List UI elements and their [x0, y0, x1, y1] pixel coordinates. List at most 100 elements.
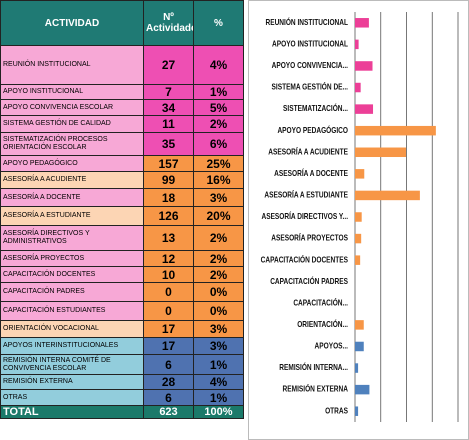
bar	[355, 341, 364, 352]
value-cell: 3%	[193, 320, 244, 338]
table-row: OTRAS 6 1%	[0, 389, 244, 406]
value-cell: 12	[143, 250, 194, 267]
bar	[355, 61, 373, 71]
bar	[355, 104, 374, 114]
value-cell: 13	[143, 225, 194, 251]
bar	[355, 190, 420, 201]
value-cell: 0%	[193, 301, 244, 321]
value-cell: 4%	[193, 45, 244, 85]
bar	[355, 18, 369, 28]
activity-cell: ASESORÍA DIRECTIVOS Y ADMINISTRATIVOS	[0, 225, 144, 251]
value-cell: 27	[143, 45, 194, 85]
value-cell: 2%	[193, 115, 244, 133]
bar	[355, 82, 361, 93]
value-cell: 35	[143, 132, 194, 156]
value-cell: 99	[143, 171, 194, 189]
activity-cell: CAPACITACIÓN PADRES	[0, 282, 144, 302]
category-label: SISTEMA GESTIÓN DE...	[272, 82, 348, 92]
table-row: SISTEMA GESTIÓN DE CALIDAD 11 2%	[0, 115, 244, 133]
value-cell: 2%	[193, 250, 244, 267]
category-label: CAPACITACIÓN...	[293, 298, 348, 308]
category-label: ORIENTACIÓN...	[297, 319, 348, 329]
value-cell: 17	[143, 320, 194, 338]
category-label: ASESORÍA A ESTUDIANTE	[264, 190, 348, 200]
value-cell: 6%	[193, 132, 244, 156]
value-cell: 7	[143, 84, 194, 100]
table-row: APOYO INSTITUCIONAL 7 1%	[0, 84, 244, 100]
bar	[355, 320, 364, 330]
category-label: APOYO CONVIVENCIA...	[272, 60, 348, 70]
table-row: ASESORÍA A ESTUDIANTE 126 20%	[0, 206, 244, 226]
header-row: ACTIVIDAD Nº Actividades %	[0, 0, 244, 46]
value-cell: 17	[143, 337, 194, 355]
category-label: CAPACITACIÓN DOCENTES	[261, 255, 348, 265]
activity-table: ACTIVIDAD Nº Actividades % REUNIÓN INSTI…	[0, 0, 244, 419]
bar	[355, 169, 365, 179]
category-label: APOYO INSTITUCIONAL	[272, 39, 348, 49]
value-cell: 2%	[193, 225, 244, 251]
category-label: ASESORÍA PROYECTOS	[271, 233, 348, 243]
bar	[355, 363, 359, 373]
bar	[355, 125, 436, 136]
value-cell: 10	[143, 266, 194, 283]
activity-cell: APOYO INSTITUCIONAL	[0, 84, 144, 100]
chart: REUNIÓN INSTITUCIONAL APOYO INSTITUCIONAL…	[248, 0, 469, 440]
value-cell: 6	[143, 354, 194, 375]
bar	[355, 212, 362, 222]
category-label: SISTEMATIZACIÓN...	[283, 104, 348, 114]
activity-cell: SISTEMATIZACIÓN PROCESOS ORIENTACIÓN ESC…	[0, 132, 144, 156]
header-cell: Nº Actividades	[143, 0, 194, 46]
category-label: ASESORÍA A DOCENTE	[274, 168, 348, 178]
activity-cell: ASESORÍA A ACUDIENTE	[0, 171, 144, 189]
bar	[355, 147, 406, 158]
bar	[355, 384, 370, 395]
category-label: ASESORÍA DIRECTIVOS Y...	[261, 211, 348, 221]
table-row: ORIENTACIÓN VOCACIONAL 17 3%	[0, 320, 244, 338]
table-row: APOYO CONVIVENCIA ESCOLAR 34 5%	[0, 99, 244, 116]
category-label: APOYOS...	[315, 341, 348, 351]
table-row: CAPACITACIÓN PADRES 0 0%	[0, 282, 244, 302]
value-cell: 16%	[193, 171, 244, 189]
header-cell: ACTIVIDAD	[0, 0, 144, 46]
table-row: TOTAL 623 100%	[0, 405, 244, 419]
activity-cell: REUNIÓN INSTITUCIONAL	[0, 45, 144, 85]
category-label: APOYO PEDAGÓGICO	[277, 125, 348, 135]
category-label: REMISIÓN INTERNA...	[279, 363, 348, 373]
activity-cell: ASESORÍA PROYECTOS	[0, 250, 144, 267]
value-cell: 6	[143, 389, 194, 406]
value-cell: 157	[143, 155, 194, 172]
table-row: ASESORÍA PROYECTOS 12 2%	[0, 250, 244, 267]
table-row: ASESORÍA DIRECTIVOS Y ADMINISTRATIVOS 13 2…	[0, 225, 244, 251]
value-cell: 11	[143, 115, 194, 133]
table-row: ASESORÍA A ACUDIENTE 99 16%	[0, 171, 244, 189]
table-row: APOYOS INTERINSTITUCIONALES 17 3%	[0, 337, 244, 355]
bar	[355, 233, 362, 244]
value-cell: 623	[143, 405, 194, 419]
value-cell: 25%	[193, 155, 244, 172]
value-cell: 2%	[193, 266, 244, 283]
table-row: SISTEMATIZACIÓN PROCESOS ORIENTACIÓN ESC…	[0, 132, 244, 156]
activity-cell: TOTAL	[0, 405, 144, 419]
bar	[355, 39, 359, 50]
category-label: CAPACITACIÓN PADRES	[270, 276, 348, 286]
value-cell: 0%	[193, 282, 244, 302]
activity-cell: OTRAS	[0, 389, 144, 406]
value-cell: 126	[143, 206, 194, 226]
category-label: REUNIÓN INSTITUCIONAL	[265, 17, 348, 27]
activity-cell: APOYOS INTERINSTITUCIONALES	[0, 337, 144, 355]
activity-cell: ASESORÍA A DOCENTE	[0, 188, 144, 207]
activity-cell: ASESORÍA A ESTUDIANTE	[0, 206, 144, 226]
value-cell: 1%	[193, 84, 244, 100]
value-cell: 18	[143, 188, 194, 207]
activity-cell: SISTEMA GESTIÓN DE CALIDAD	[0, 115, 144, 133]
bar	[355, 255, 361, 265]
value-cell: 1%	[193, 389, 244, 406]
value-cell: 20%	[193, 206, 244, 226]
value-cell: 34	[143, 99, 194, 116]
category-label: OTRAS	[325, 406, 348, 416]
activity-cell: ORIENTACIÓN VOCACIONAL	[0, 320, 144, 338]
value-cell: 5%	[193, 99, 244, 116]
category-label: ASESORÍA A ACUDIENTE	[268, 147, 348, 157]
bar	[355, 406, 359, 416]
